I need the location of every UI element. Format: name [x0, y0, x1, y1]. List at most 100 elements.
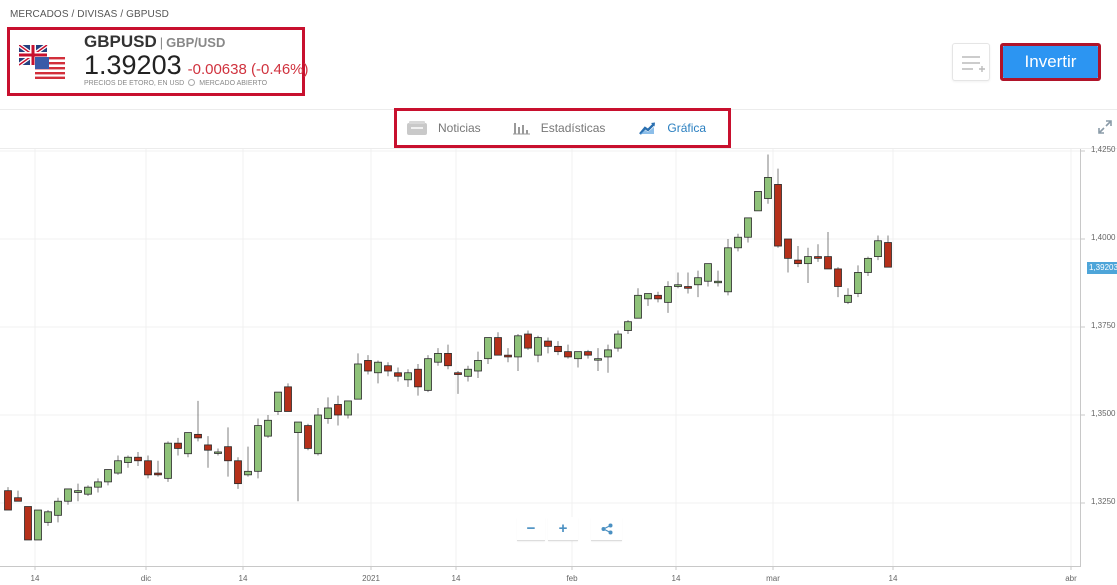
- candle-down: [174, 442, 182, 449]
- candle-down: [504, 354, 512, 358]
- candle-down: [284, 386, 292, 412]
- tab-label: Estadísticas: [540, 121, 606, 135]
- tab-label: Gráfica: [667, 121, 707, 135]
- candle-up: [804, 256, 812, 265]
- candle-up: [274, 391, 282, 412]
- share-icon: [601, 523, 612, 534]
- candle-up: [34, 509, 42, 541]
- candle-up: [374, 361, 382, 374]
- y-axis-tick-label: 1,3750: [1091, 321, 1116, 330]
- candle-up: [874, 240, 882, 257]
- y-axis-tick-label: 1,4000: [1091, 233, 1116, 242]
- candle-down: [454, 372, 462, 375]
- instrument-symbol: GBPUSD: [84, 32, 157, 51]
- expand-icon[interactable]: [1097, 119, 1113, 135]
- candle-down: [304, 425, 312, 449]
- candle-up: [844, 294, 852, 303]
- candlestick-chart[interactable]: [0, 149, 1117, 585]
- candle-down: [544, 340, 552, 347]
- candle-down: [684, 286, 692, 289]
- candle-down: [564, 351, 572, 358]
- trend-chart-icon: [639, 122, 656, 135]
- candle-up: [734, 236, 742, 249]
- candle-up: [744, 217, 752, 238]
- breadcrumb-gbpusd: GBPUSD: [126, 9, 169, 20]
- candle-up: [164, 442, 172, 479]
- market-status: MERCADO ABIERTO: [199, 80, 268, 87]
- candle-down: [234, 460, 242, 485]
- candle-down: [24, 506, 32, 541]
- x-axis-tick-label: 14: [30, 574, 40, 583]
- candle-up: [184, 432, 192, 455]
- candle-up: [664, 286, 672, 303]
- share-button[interactable]: [591, 517, 622, 541]
- us-flag-icon: [35, 57, 65, 79]
- candle-up: [534, 337, 542, 356]
- add-to-watchlist-button[interactable]: [952, 43, 990, 81]
- candle-up: [354, 363, 362, 400]
- plus-icon: +: [558, 520, 568, 537]
- candle-up: [114, 460, 122, 474]
- candle-up: [74, 490, 82, 493]
- candle-down: [774, 184, 782, 247]
- tab-label: Noticias: [438, 121, 481, 135]
- zoom-out-button[interactable]: −: [517, 517, 545, 541]
- candle-up: [54, 500, 62, 516]
- candle-up: [104, 469, 112, 483]
- candle-up: [614, 333, 622, 349]
- x-axis-tick-label: 14: [238, 574, 248, 583]
- candle-down: [134, 456, 142, 462]
- price-change: -0.00638 (-0.46%): [187, 61, 309, 78]
- candle-up: [484, 337, 492, 360]
- candle-down: [814, 256, 822, 259]
- candle-down: [794, 259, 802, 265]
- candle-up: [674, 284, 682, 287]
- candle-up: [634, 294, 642, 319]
- instrument-header: GBPUSD | GBP/USD 1.39203 -0.00638 (-0.46%) …: [7, 27, 309, 96]
- candle-up: [84, 486, 92, 495]
- add-to-watchlist-icon: [962, 56, 985, 72]
- candle-up: [724, 247, 732, 293]
- candle-up: [44, 511, 52, 523]
- candle-down: [824, 256, 832, 270]
- candle-up: [754, 191, 762, 212]
- divider: [0, 148, 1117, 149]
- candle-up: [344, 400, 352, 416]
- tab-grafica[interactable]: Gráfica: [639, 111, 706, 145]
- zoom-in-button[interactable]: +: [548, 517, 578, 541]
- candle-up: [314, 414, 322, 455]
- candle-down: [394, 372, 402, 377]
- minus-icon: −: [526, 520, 536, 537]
- x-axis-tick-label: 14: [451, 574, 461, 583]
- bar-stats-icon: [512, 123, 530, 135]
- x-axis-tick-label: feb: [566, 574, 578, 583]
- breadcrumb-divisas[interactable]: DIVISAS: [77, 9, 118, 20]
- x-axis-tick-label: 2021: [362, 574, 380, 583]
- candle-up: [764, 176, 772, 199]
- candle-up: [464, 368, 472, 377]
- invest-button[interactable]: Invertir: [1003, 46, 1098, 78]
- candle-up: [644, 293, 652, 300]
- candle-up: [94, 481, 102, 488]
- breadcrumb-mercados[interactable]: MERCADOS: [10, 9, 69, 20]
- candle-down: [224, 446, 232, 462]
- candle-down: [384, 365, 392, 372]
- candle-down: [584, 351, 592, 356]
- news-icon: [407, 121, 427, 135]
- current-price-tag: 1,39203: [1087, 262, 1117, 274]
- current-price: 1.39203: [84, 50, 182, 80]
- candle-up: [474, 360, 482, 372]
- tab-noticias[interactable]: Noticias: [406, 111, 481, 145]
- x-axis-tick-label: mar: [766, 574, 780, 583]
- candle-down: [524, 333, 532, 349]
- tabs-bar: Noticias Estadísticas Gráfica: [394, 108, 731, 148]
- candle-up: [214, 451, 222, 454]
- candle-down: [364, 360, 372, 372]
- candle-up: [624, 321, 632, 331]
- currency-pair-flags-icon: [19, 45, 65, 79]
- x-axis-tick-label: dic: [140, 574, 152, 583]
- tab-estadisticas[interactable]: Estadísticas: [512, 111, 606, 145]
- clock-icon: [188, 79, 196, 86]
- x-axis-tick-label: 14: [671, 574, 681, 583]
- y-axis-tick-label: 1,4250: [1091, 145, 1116, 154]
